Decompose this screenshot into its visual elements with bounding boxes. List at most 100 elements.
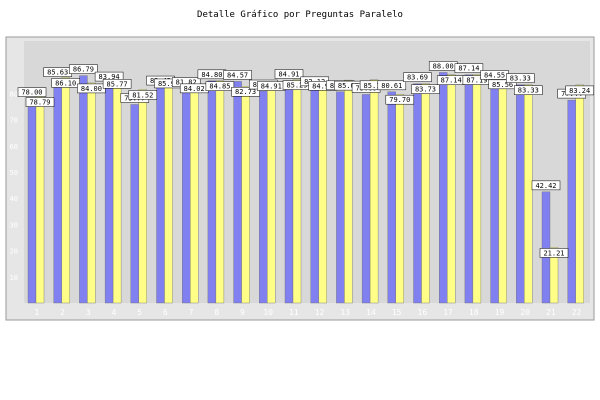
bar-series-1 <box>336 91 345 304</box>
data-label-box <box>69 64 98 74</box>
data-label-box <box>377 80 407 91</box>
x-tick-label: 13 <box>340 308 350 317</box>
x-tick-label: 1 <box>34 308 39 317</box>
bar-series-2 <box>215 80 225 304</box>
data-label: 84.91 <box>261 83 282 91</box>
data-label: 81.52 <box>132 91 153 99</box>
data-label-box <box>454 63 484 73</box>
bar-series-1 <box>233 81 242 304</box>
bars <box>27 72 584 304</box>
bar-series-2 <box>524 84 533 304</box>
data-label: 83.24 <box>569 87 590 95</box>
x-tick-label: 7 <box>189 308 194 317</box>
data-label: 84.91 <box>278 71 299 79</box>
x-tick-label: 14 <box>366 308 376 317</box>
x-tick-label: 10 <box>263 308 273 317</box>
bar-series-1 <box>387 91 396 304</box>
bar-series-1 <box>413 83 422 304</box>
bar-series-1 <box>464 74 474 304</box>
data-label: 84.98 <box>312 82 333 90</box>
bar-series-1 <box>567 99 576 304</box>
data-label-box <box>488 79 517 90</box>
data-label-box <box>506 73 535 83</box>
bar-series-2 <box>35 96 45 304</box>
data-label: 83.33 <box>518 87 539 95</box>
bar-series-1 <box>130 104 140 304</box>
data-label: 87.14 <box>458 65 479 73</box>
data-label: 83.73 <box>415 86 436 94</box>
data-label: 84.02 <box>184 85 205 93</box>
data-label: 84.55 <box>484 71 505 79</box>
data-label-box <box>128 90 158 100</box>
bar-series-2 <box>112 78 122 304</box>
bar-series-1 <box>181 88 191 304</box>
bar-series-1 <box>53 78 62 304</box>
data-label-box <box>223 70 252 80</box>
bar-series-2 <box>61 77 70 304</box>
data-label-box <box>25 97 55 107</box>
data-label: 85.29 <box>286 82 307 90</box>
bar-series-1 <box>490 81 499 304</box>
bar-series-1 <box>259 90 268 304</box>
y-tick-label: 60 <box>10 143 18 151</box>
x-axis: 1 2 3 4 5 6 7 8 9 10 11 12 13 14 15 16 17 18 19 20 21 22 <box>34 308 581 317</box>
x-tick-label: 21 <box>546 308 556 317</box>
bar-series-1 <box>156 86 165 304</box>
data-label-box <box>385 94 415 105</box>
bar-series-2 <box>447 74 456 304</box>
x-tick-label: 9 <box>240 308 245 317</box>
bar-series-2 <box>267 80 276 304</box>
data-label: 84.85 <box>209 83 230 91</box>
data-label-box <box>205 81 235 91</box>
bar-series-2 <box>87 82 96 304</box>
y-tick-label: 40 <box>10 195 18 203</box>
x-tick-label: 4 <box>112 308 117 317</box>
x-tick-label: 6 <box>163 308 168 317</box>
data-label-box <box>102 79 132 89</box>
bar-series-1 <box>104 82 114 304</box>
data-label: 83.69 <box>407 74 428 82</box>
bar-series-2 <box>421 83 430 304</box>
bar-series-1 <box>439 72 448 304</box>
data-label: 78.79 <box>29 99 50 107</box>
data-label: 84.80 <box>201 71 222 79</box>
data-label: 84.57 <box>227 71 248 79</box>
data-label: 86.10 <box>55 79 76 87</box>
x-tick-label: 11 <box>289 308 299 317</box>
bar-series-1 <box>284 80 294 304</box>
x-tick-label: 12 <box>315 308 325 317</box>
data-label: 86.79 <box>73 66 94 74</box>
x-tick-label: 3 <box>86 308 91 317</box>
x-tick-label: 20 <box>520 308 530 317</box>
data-label-box <box>231 86 260 97</box>
bar-series-2 <box>575 84 584 304</box>
bar-series-1 <box>310 87 319 304</box>
data-label-box <box>51 78 80 88</box>
data-label: 82.73 <box>235 88 256 96</box>
bar-series-1 <box>207 80 217 304</box>
data-label: 83.33 <box>510 75 531 83</box>
bar-series-2 <box>164 77 173 304</box>
x-tick-label: 15 <box>392 308 402 317</box>
data-label: 79.70 <box>389 96 410 104</box>
y-tick-label: 50 <box>10 169 18 177</box>
bar-series-2 <box>549 247 559 304</box>
x-tick-label: 18 <box>469 308 479 317</box>
data-label: 87.14 <box>441 77 462 85</box>
data-label-box <box>403 72 432 82</box>
bar-series-2 <box>241 86 250 304</box>
data-label-box <box>531 180 561 191</box>
y-tick-label: 10 <box>10 274 18 282</box>
data-label: 85.63 <box>47 69 68 77</box>
bar-series-2 <box>369 79 379 304</box>
data-label: 78.00 <box>21 89 42 97</box>
y-tick-label: 30 <box>10 221 18 229</box>
data-label: 42.42 <box>535 182 556 190</box>
x-tick-label: 19 <box>495 308 505 317</box>
data-label: 84.00 <box>81 85 102 93</box>
data-label-box <box>17 87 47 97</box>
x-tick-label: 2 <box>60 308 65 317</box>
bar-series-1 <box>361 94 371 304</box>
x-tick-label: 16 <box>418 308 428 317</box>
